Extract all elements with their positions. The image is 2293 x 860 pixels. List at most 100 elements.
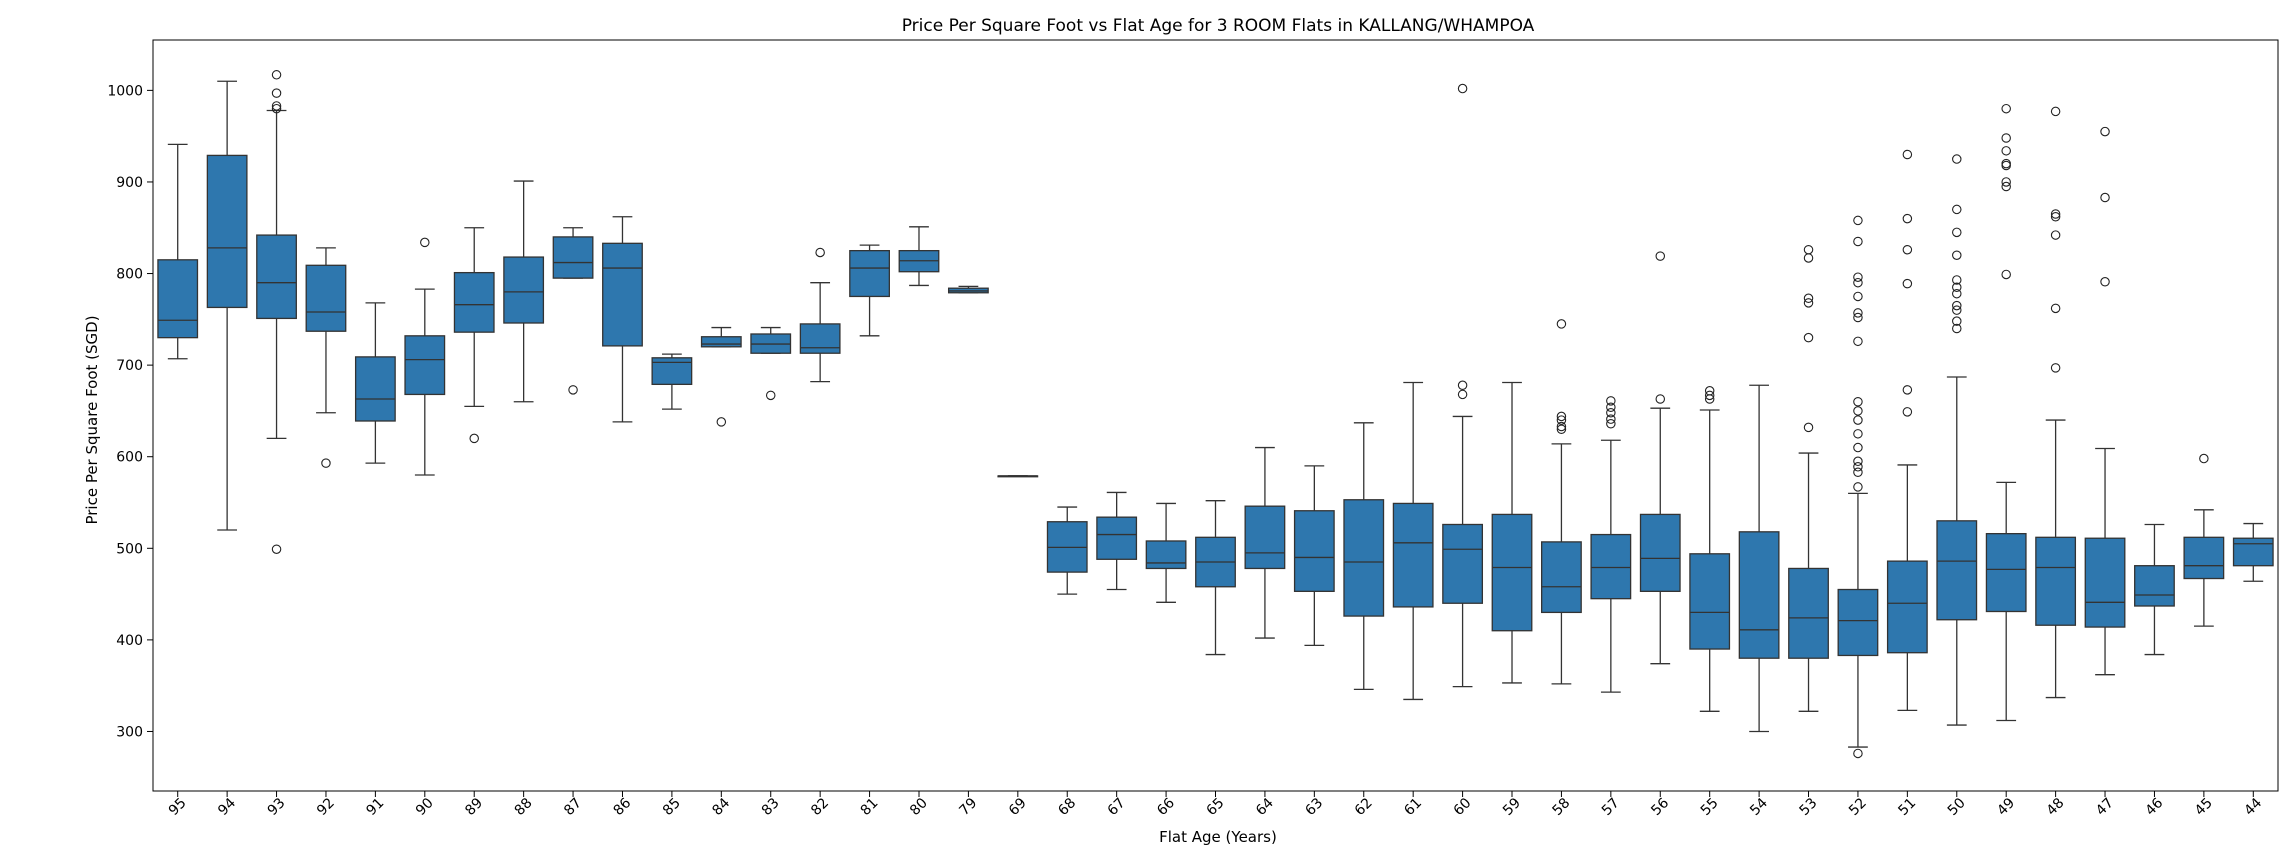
box-80 [898, 226, 940, 287]
outlier-point [1952, 288, 1962, 299]
outlier-point [1952, 300, 1962, 311]
outlier-point [2100, 126, 2110, 137]
box-52 [1837, 215, 1879, 759]
x-tick-label: 57 [1599, 795, 1623, 819]
iqr-box [1145, 540, 1187, 570]
box-84 [700, 326, 742, 427]
outlier-point [2001, 160, 2011, 171]
outlier-point [1606, 396, 1616, 406]
outlier-point [1952, 154, 1962, 164]
outlier-point [271, 88, 282, 98]
outlier-point [716, 417, 727, 427]
outlier-point [1853, 406, 1863, 416]
outlier-point [1556, 319, 1567, 329]
outlier-point [2050, 303, 2061, 314]
x-tick-label: 50 [1945, 795, 1969, 819]
outlier-point [1803, 332, 1814, 343]
box-51 [1886, 149, 1928, 712]
x-tick-label: 88 [512, 795, 536, 819]
outlier-point [2001, 181, 2011, 192]
x-tick-label: 87 [561, 795, 585, 819]
chart-title: Price Per Square Foot vs Flat Age for 3 … [902, 16, 1535, 36]
iqr-box [1442, 523, 1484, 604]
outlier-point [2050, 363, 2061, 373]
outlier-point [1853, 397, 1863, 407]
x-tick-label: 80 [907, 795, 931, 819]
iqr-box [157, 259, 199, 339]
x-tick-label: 55 [1698, 795, 1722, 819]
outlier-point [1952, 323, 1962, 334]
iqr-box [256, 234, 297, 320]
outlier-point [2001, 146, 2011, 156]
box-85 [651, 353, 693, 410]
iqr-box [1590, 533, 1632, 600]
x-tick-label: 65 [1204, 795, 1228, 819]
box-95 [157, 143, 199, 360]
x-tick-label: 64 [1253, 795, 1277, 819]
box-79 [947, 285, 989, 294]
x-tick-label: 56 [1648, 795, 1672, 819]
x-tick-label: 94 [215, 795, 239, 819]
iqr-box [2232, 537, 2274, 567]
x-tick-label: 53 [1797, 795, 1821, 819]
box-86 [602, 216, 643, 423]
box-50 [1936, 154, 1978, 726]
iqr-box [354, 356, 396, 422]
outlier-point [1853, 272, 1863, 282]
outlier-point [271, 70, 282, 80]
box-47 [2084, 126, 2126, 676]
y-axis: 300 400 500 600 700 800 900 1000 [107, 83, 153, 740]
outlier-point [1902, 278, 1913, 289]
outlier-point [1655, 394, 1666, 404]
iqr-box [2084, 537, 2126, 628]
box-48 [2035, 106, 2077, 699]
outlier-point [2001, 177, 2011, 187]
outlier-point [1704, 386, 1715, 396]
x-tick-label: 81 [858, 795, 882, 819]
outlier-point [2050, 106, 2061, 117]
outlier-point [271, 101, 282, 111]
x-axis: 95 94 93 92 91 90 89 88 87 86 85 84 83 82 81 80 79 69 68 67… [166, 791, 2265, 819]
box-45 [2183, 453, 2225, 627]
box-87 [552, 227, 594, 395]
x-tick-label: 91 [363, 795, 387, 819]
box-60 [1442, 83, 1484, 688]
iqr-box [1096, 516, 1138, 560]
x-tick-label: 44 [2241, 795, 2265, 819]
plot-frame [152, 39, 2279, 792]
outlier-point [1853, 308, 1863, 318]
outlier-point [1952, 316, 1962, 326]
outlier-point [1853, 415, 1863, 425]
x-tick-label: 83 [759, 795, 783, 819]
outlier-point [2050, 212, 2061, 222]
outlier-point [1853, 277, 1863, 288]
outlier-point [1952, 305, 1962, 315]
box-56 [1639, 251, 1681, 665]
x-tick-label: 46 [2142, 795, 2166, 819]
outlier-point [1556, 421, 1567, 432]
x-tick-label: 69 [1006, 795, 1030, 819]
x-tick-label: 62 [1352, 795, 1376, 819]
outlier-point [1902, 149, 1913, 160]
outlier-point [2001, 103, 2011, 114]
box-61 [1392, 381, 1434, 701]
box-44 [2232, 522, 2274, 582]
iqr-box [849, 249, 890, 298]
x-tick-label: 58 [1549, 795, 1573, 819]
x-tick-label: 54 [1747, 795, 1771, 819]
box-68 [1046, 506, 1088, 595]
box-54 [1738, 384, 1780, 733]
x-axis-label: Flat Age (Years) [1159, 828, 1277, 846]
outlier-point [1853, 456, 1863, 467]
iqr-box [1293, 510, 1335, 592]
iqr-box [552, 236, 594, 279]
outlier-point [469, 433, 479, 444]
outlier-point [1556, 424, 1567, 434]
box-46 [2134, 523, 2175, 656]
box-53 [1788, 244, 1829, 712]
box-58 [1541, 319, 1582, 685]
y-tick-label: 400 [116, 633, 143, 649]
box-65 [1195, 500, 1236, 656]
outlier-point [271, 544, 282, 554]
x-tick-label: 67 [1105, 795, 1129, 819]
